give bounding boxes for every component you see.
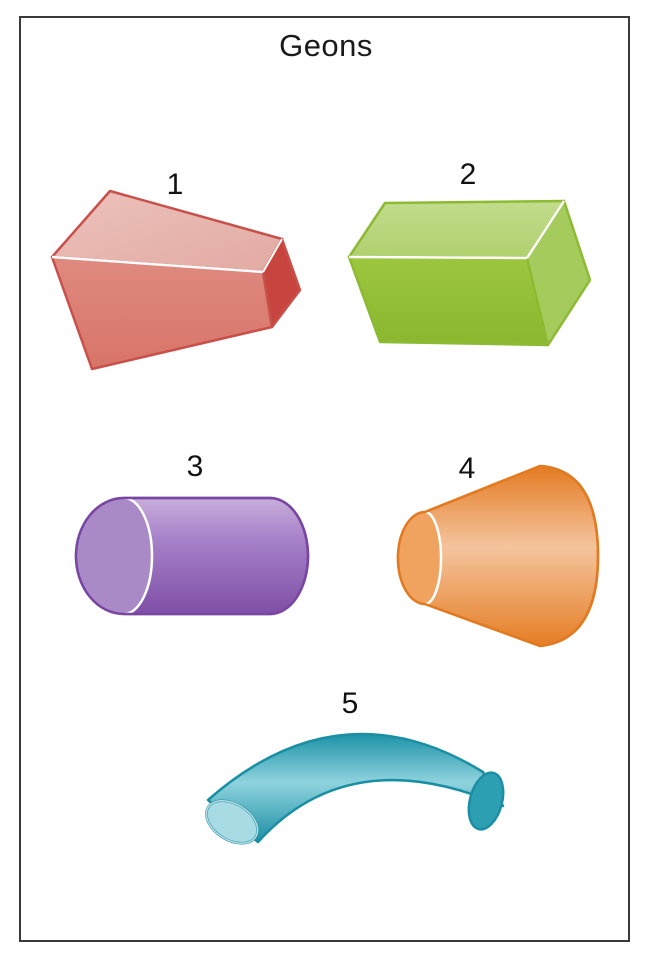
cylinder-icon (74, 496, 310, 616)
geon-label-5: 5 (341, 687, 359, 720)
geon-label-2: 2 (459, 158, 477, 191)
truncated-cone-icon (396, 464, 600, 648)
figure-title: Geons (279, 28, 373, 63)
geon-label-3: 3 (186, 450, 204, 483)
rectangular-block-icon (347, 199, 592, 347)
truncated-wedge-icon (50, 189, 302, 371)
geon-label-4: 4 (458, 452, 476, 485)
curved-tube-icon (205, 732, 505, 845)
geon-label-1: 1 (166, 168, 184, 201)
